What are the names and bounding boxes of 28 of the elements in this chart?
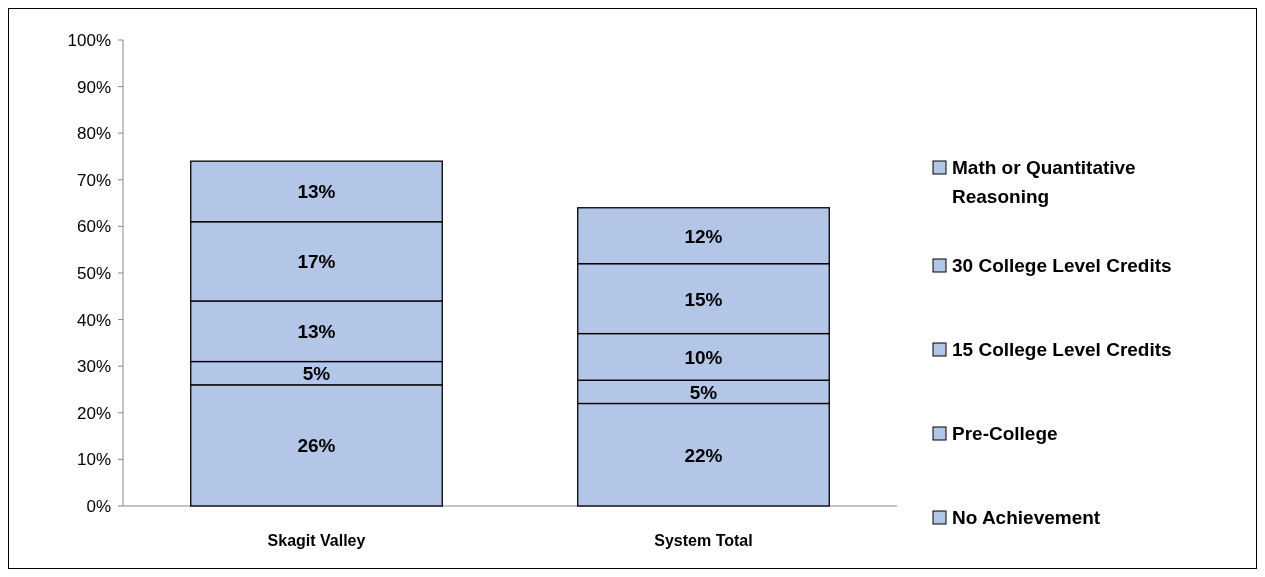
legend-label: No Achievement xyxy=(952,507,1101,528)
data-label: 10% xyxy=(684,346,723,368)
data-label: 13% xyxy=(297,321,336,343)
data-label: 12% xyxy=(684,225,723,247)
y-tick-label: 0% xyxy=(86,497,111,516)
data-label: 26% xyxy=(297,435,336,457)
y-tick-label: 100% xyxy=(67,31,111,50)
x-tick-label: Skagit Valley xyxy=(267,532,366,549)
x-tick-label: System Total xyxy=(654,532,753,549)
y-tick-label: 80% xyxy=(76,124,111,144)
y-tick-label: 20% xyxy=(76,403,111,423)
data-label: 13% xyxy=(297,181,336,203)
data-label: 5% xyxy=(689,381,718,403)
data-label: 22% xyxy=(684,444,723,466)
y-tick-label: 40% xyxy=(76,310,111,330)
y-tick-label: 90% xyxy=(76,77,111,97)
y-tick-label: 60% xyxy=(76,217,111,237)
data-label: 5% xyxy=(302,363,331,385)
legend-label: 30 College Level Credits xyxy=(952,255,1172,276)
legend-label: Pre-College xyxy=(952,423,1058,444)
y-tick-label: 30% xyxy=(76,357,111,377)
legend-label: Math or Quantitative Reasoning xyxy=(952,157,1136,207)
data-label: 15% xyxy=(684,288,723,310)
y-tick-label: 70% xyxy=(76,170,111,190)
legend-label: 15 College Level Credits xyxy=(952,339,1172,360)
data-label: 17% xyxy=(297,251,336,273)
y-tick-label: 10% xyxy=(76,450,111,470)
y-tick-label: 50% xyxy=(76,264,111,283)
